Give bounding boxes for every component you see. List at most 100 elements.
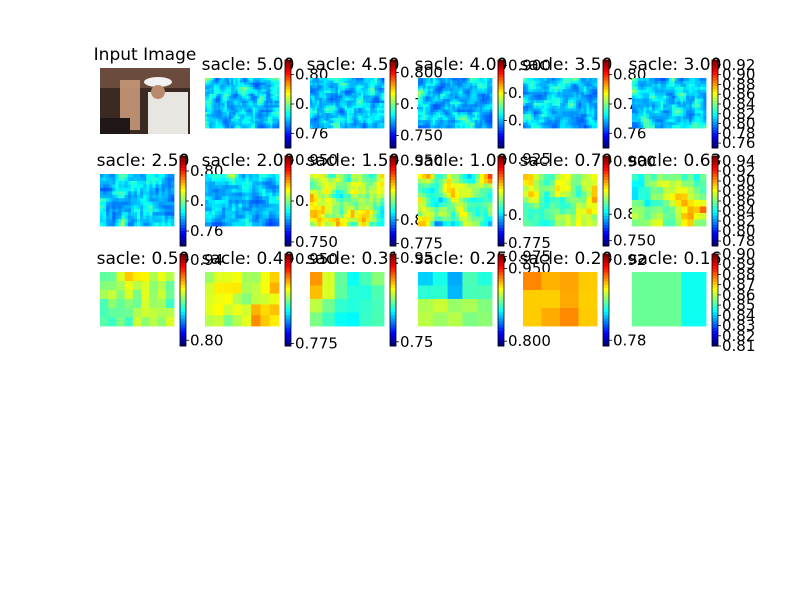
- heatmap-cell: [155, 205, 159, 210]
- heatmap-cell: [463, 197, 468, 203]
- heatmap-cell: [565, 108, 569, 112]
- colorbar-step: [390, 118, 396, 123]
- heatmap-cell: [322, 285, 336, 300]
- heatmap-cell: [483, 183, 489, 189]
- heatmap-cell: [477, 101, 481, 105]
- heatmap-cell: [239, 123, 243, 127]
- heatmap-cell: [565, 94, 569, 98]
- heatmap-cell: [688, 119, 693, 123]
- heatmap-cell: [697, 122, 701, 126]
- heatmap-cell: [358, 123, 362, 126]
- heatmap-cell: [321, 95, 325, 99]
- heatmap-cell: [319, 80, 322, 84]
- heatmap-cell: [344, 113, 348, 116]
- heatmap-cell: [669, 187, 676, 194]
- heatmap-cell: [252, 177, 256, 182]
- heatmap-cell: [367, 103, 371, 106]
- heatmap-cell: [252, 109, 256, 113]
- heatmap-cell: [649, 101, 653, 105]
- heatmap-cell: [127, 215, 132, 220]
- heatmap-cell: [252, 121, 256, 124]
- heatmap-cell: [115, 201, 119, 206]
- heatmap-cell: [471, 207, 476, 213]
- heatmap-cell: [632, 200, 639, 207]
- heatmap-cell: [469, 85, 473, 89]
- heatmap-cell: [649, 107, 653, 111]
- heatmap-cell: [272, 98, 276, 102]
- heatmap-cell: [226, 78, 230, 81]
- heatmap-cell: [703, 101, 707, 105]
- heatmap-cell: [446, 202, 452, 208]
- heatmap-cell: [447, 106, 451, 110]
- heatmap-cell: [235, 78, 239, 81]
- heatmap-cell: [634, 92, 639, 97]
- heatmap-cell: [158, 191, 163, 196]
- heatmap-cell: [340, 123, 343, 126]
- heatmap-cell: [703, 95, 707, 99]
- heatmap-cell: [218, 93, 221, 97]
- colorbar-step: [498, 222, 504, 226]
- heatmap-cell: [351, 98, 355, 101]
- heatmap-cell: [464, 122, 468, 126]
- heatmap-cell: [316, 103, 320, 106]
- heatmap-cell: [326, 108, 329, 111]
- heatmap-cell: [418, 188, 423, 194]
- heatmap-cell: [581, 119, 585, 123]
- heatmap-cell: [228, 174, 233, 179]
- heatmap-cell: [237, 87, 241, 90]
- heatmap-cell: [700, 122, 704, 126]
- heatmap-cell: [242, 109, 245, 113]
- heatmap-cell: [347, 120, 350, 124]
- heatmap-cell: [369, 222, 374, 227]
- heatmap-cell: [344, 80, 348, 84]
- heatmap-cell: [255, 98, 258, 102]
- heatmap-cell: [459, 80, 463, 84]
- heatmap-cell: [632, 78, 636, 82]
- heatmap-cell: [541, 89, 545, 93]
- heatmap-cell: [570, 191, 577, 198]
- heatmap-cell: [376, 198, 381, 203]
- heatmap-cell: [570, 97, 574, 101]
- heatmap-cell: [544, 185, 550, 192]
- heatmap-cell: [573, 108, 577, 112]
- heatmap-cell: [358, 214, 363, 219]
- heatmap-cell: [455, 96, 458, 100]
- heatmap-cell: [244, 114, 247, 118]
- heatmap-cell: [663, 80, 667, 85]
- heatmap-cell: [586, 214, 593, 221]
- heatmap-cell: [646, 80, 650, 85]
- heatmap-cell: [239, 98, 243, 102]
- colorbar-step: [603, 124, 609, 128]
- heatmap-cell: [666, 89, 670, 94]
- heatmap-cell: [255, 188, 260, 193]
- heatmap-cell: [472, 88, 476, 92]
- heatmap-cell: [335, 78, 339, 81]
- heatmap-cell: [220, 87, 223, 90]
- heatmap-cell: [115, 219, 119, 223]
- heatmap-cell: [455, 202, 460, 208]
- heatmap-cell: [455, 120, 458, 124]
- heatmap-cell: [268, 207, 273, 212]
- heatmap-cell: [651, 92, 656, 97]
- heatmap-cell: [324, 194, 329, 199]
- heatmap-cell: [546, 105, 550, 109]
- heatmap-cell: [337, 125, 341, 129]
- heatmap-cell: [372, 90, 376, 94]
- colorbar-tick-label: 0.80: [190, 331, 223, 349]
- heatmap-cell: [533, 83, 537, 87]
- colorbar-step: [285, 284, 291, 289]
- heatmap-cell: [669, 116, 673, 120]
- heatmap-cell: [637, 116, 641, 120]
- heatmap-cell: [319, 103, 322, 106]
- heatmap-cell: [222, 89, 225, 93]
- heatmap-cell: [333, 98, 336, 101]
- heatmap-cell: [332, 206, 337, 211]
- heatmap-cell: [699, 180, 707, 188]
- heatmap-cell: [697, 80, 701, 85]
- heatmap-cell: [344, 105, 348, 109]
- heatmap-cell: [274, 123, 278, 127]
- heatmap-cell: [430, 192, 435, 199]
- heatmap-cell: [425, 88, 429, 92]
- heatmap-cell: [477, 88, 481, 92]
- heatmap-cell: [530, 108, 534, 112]
